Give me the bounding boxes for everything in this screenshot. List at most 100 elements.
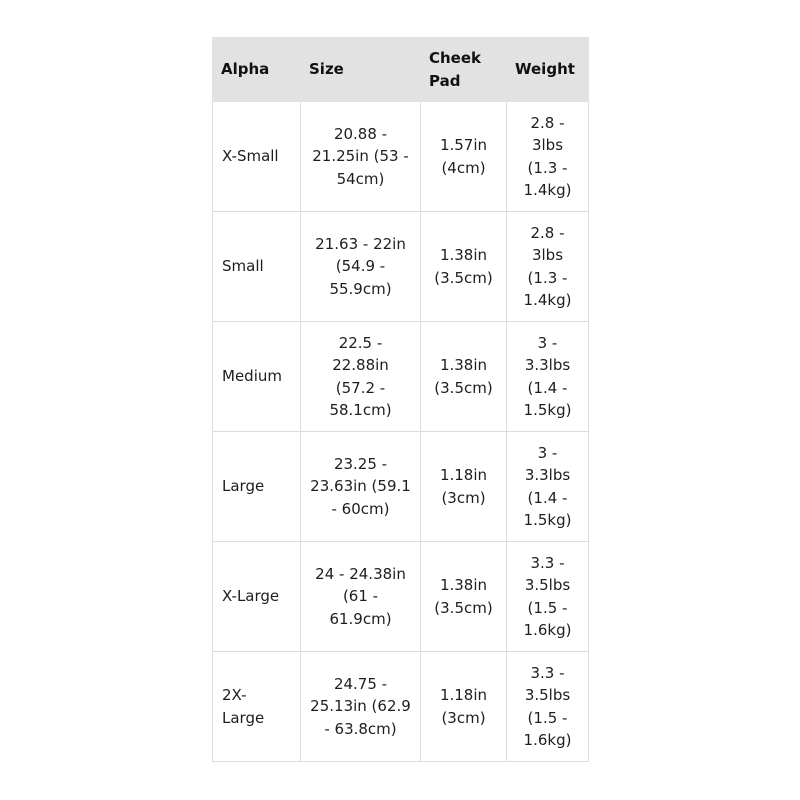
cell-text-line: 3.3lbs bbox=[524, 466, 571, 484]
cell-text-line: Weight bbox=[515, 60, 575, 79]
table-row: Medium 22.5 - 22.88in (57.2 - 58.1cm) 1.38in (… bbox=[212, 321, 589, 432]
cell-cheek-pad: 1.18in (3cm) bbox=[420, 651, 507, 762]
cell-text-line: 1.57in bbox=[439, 136, 488, 154]
cell-text-line: 25.13in (62.9 bbox=[310, 697, 411, 716]
size-chart-table: Alpha Size Cheek Pad Weight X-Small 20.88 - 21… bbox=[212, 37, 589, 762]
cell-text-line: (3.5cm) bbox=[434, 378, 493, 397]
header-alpha: Alpha bbox=[212, 37, 301, 102]
cell-alpha: X-Large bbox=[212, 541, 301, 652]
cell-text-line: 24 - 24.38in bbox=[315, 564, 406, 583]
cell-text-line: 1.38in bbox=[439, 576, 488, 594]
cell-text-line: 2.8 - bbox=[530, 113, 565, 132]
table-row: Large 23.25 - 23.63in (59.1 - 60cm) 1.18in (3… bbox=[212, 431, 589, 542]
cell-text-line: 3 - bbox=[537, 333, 558, 352]
cell-text-line: 1.4kg) bbox=[523, 291, 572, 309]
cell-alpha: Medium bbox=[212, 321, 301, 432]
cell-text-line: 3.5lbs bbox=[524, 686, 571, 704]
table-row: X-Large 24 - 24.38in (61 - 61.9cm) 1.38in (3.… bbox=[212, 541, 589, 652]
cell-cheek-pad: 1.38in (3.5cm) bbox=[420, 211, 507, 322]
cell-size: 21.63 - 22in (54.9 - 55.9cm) bbox=[300, 211, 421, 322]
cell-text-line: (3.5cm) bbox=[434, 598, 493, 617]
cell-weight: 3.3 - 3.5lbs (1.5 - 1.6kg) bbox=[506, 541, 589, 652]
cell-text-line: (1.5 - bbox=[527, 708, 568, 727]
cell-text-line: 1.38in bbox=[439, 356, 488, 374]
cell-text-line: 3lbs bbox=[531, 246, 564, 264]
header-weight: Weight bbox=[506, 37, 589, 102]
cell-text-line: 21.25in (53 - bbox=[312, 147, 409, 166]
cell-text-line: - 60cm) bbox=[331, 499, 390, 518]
cell-text-line: - 63.8cm) bbox=[324, 719, 397, 738]
header-row: Alpha Size Cheek Pad Weight bbox=[212, 37, 589, 102]
header-cheek-pad: Cheek Pad bbox=[420, 37, 507, 102]
cell-text-line: 3 - bbox=[537, 443, 558, 462]
cell-text-line: 1.6kg) bbox=[523, 731, 572, 749]
cell-cheek-pad: 1.38in (3.5cm) bbox=[420, 541, 507, 652]
cell-text-line: 2X- bbox=[222, 686, 247, 704]
cell-cheek-pad: 1.57in (4cm) bbox=[420, 101, 507, 212]
header-size: Size bbox=[300, 37, 421, 102]
cell-text-line: Large bbox=[222, 708, 265, 727]
cell-text-line: 1.5kg) bbox=[523, 511, 572, 529]
cell-text-line: Medium bbox=[222, 367, 282, 386]
cell-text-line: 1.18in bbox=[439, 466, 488, 484]
cell-weight: 2.8 - 3lbs (1.3 - 1.4kg) bbox=[506, 101, 589, 212]
cell-size: 22.5 - 22.88in (57.2 - 58.1cm) bbox=[300, 321, 421, 432]
cell-text-line: (57.2 - bbox=[335, 378, 386, 397]
cell-text-line: (54.9 - bbox=[335, 257, 386, 276]
cell-text-line: (4cm) bbox=[441, 158, 486, 177]
cell-text-line: Size bbox=[309, 60, 344, 79]
cell-text-line: (1.4 - bbox=[527, 488, 568, 507]
cell-text-line: 3.3 - bbox=[530, 663, 565, 682]
cell-text-line: 24.75 - bbox=[333, 674, 388, 693]
cell-text-line: Cheek bbox=[429, 49, 482, 67]
cell-text-line: Pad bbox=[429, 71, 461, 90]
cell-text-line: 20.88 - bbox=[333, 124, 388, 143]
cell-text-line: (1.5 - bbox=[527, 598, 568, 617]
cell-alpha: Large bbox=[212, 431, 301, 542]
cell-text-line: 61.9cm) bbox=[329, 609, 392, 628]
cell-text-line: 3.3 - bbox=[530, 553, 565, 572]
cell-text-line: (1.3 - bbox=[527, 158, 568, 177]
cell-text-line: X-Large bbox=[222, 587, 280, 606]
cell-alpha: Small bbox=[212, 211, 301, 322]
cell-weight: 3 - 3.3lbs (1.4 - 1.5kg) bbox=[506, 431, 589, 542]
cell-alpha: 2X- Large bbox=[212, 651, 301, 762]
cell-text-line: (61 - bbox=[342, 587, 379, 606]
cell-text-line: 1.18in bbox=[439, 686, 488, 704]
cell-text-line: Alpha bbox=[221, 60, 270, 79]
cell-text-line: 55.9cm) bbox=[329, 279, 392, 298]
cell-text-line: 3lbs bbox=[531, 136, 564, 154]
cell-text-line: (3cm) bbox=[441, 708, 486, 727]
cell-text-line: X-Small bbox=[222, 147, 279, 166]
cell-text-line: (1.4 - bbox=[527, 378, 568, 397]
cell-weight: 3 - 3.3lbs (1.4 - 1.5kg) bbox=[506, 321, 589, 432]
cell-cheek-pad: 1.38in (3.5cm) bbox=[420, 321, 507, 432]
table-row: 2X- Large 24.75 - 25.13in (62.9 - 63.8cm) 1.1… bbox=[212, 651, 589, 762]
cell-text-line: 1.6kg) bbox=[523, 621, 572, 639]
cell-alpha: X-Small bbox=[212, 101, 301, 212]
cell-text-line: (1.3 - bbox=[527, 268, 568, 287]
cell-size: 23.25 - 23.63in (59.1 - 60cm) bbox=[300, 431, 421, 542]
cell-size: 20.88 - 21.25in (53 - 54cm) bbox=[300, 101, 421, 212]
cell-weight: 3.3 - 3.5lbs (1.5 - 1.6kg) bbox=[506, 651, 589, 762]
cell-text-line: 22.5 - bbox=[338, 333, 383, 352]
cell-text-line: Small bbox=[222, 257, 264, 276]
cell-text-line: 22.88in bbox=[332, 356, 389, 374]
table-row: Small 21.63 - 22in (54.9 - 55.9cm) 1.38in (3.… bbox=[212, 211, 589, 322]
cell-text-line: Large bbox=[222, 477, 265, 496]
cell-text-line: 54cm) bbox=[336, 169, 385, 188]
cell-cheek-pad: 1.18in (3cm) bbox=[420, 431, 507, 542]
cell-text-line: 1.4kg) bbox=[523, 181, 572, 199]
table-row: X-Small 20.88 - 21.25in (53 - 54cm) 1.57in (4… bbox=[212, 101, 589, 212]
cell-size: 24 - 24.38in (61 - 61.9cm) bbox=[300, 541, 421, 652]
cell-text-line: 3.3lbs bbox=[524, 356, 571, 374]
cell-text-line: 1.5kg) bbox=[523, 401, 572, 419]
cell-text-line: 1.38in bbox=[439, 246, 488, 264]
cell-text-line: (3cm) bbox=[441, 488, 486, 507]
cell-text-line: 58.1cm) bbox=[329, 401, 392, 419]
cell-text-line: 3.5lbs bbox=[524, 576, 571, 594]
cell-text-line: 21.63 - 22in bbox=[315, 234, 406, 253]
cell-text-line: 2.8 - bbox=[530, 223, 565, 242]
cell-text-line: 23.63in (59.1 bbox=[310, 477, 411, 496]
cell-size: 24.75 - 25.13in (62.9 - 63.8cm) bbox=[300, 651, 421, 762]
